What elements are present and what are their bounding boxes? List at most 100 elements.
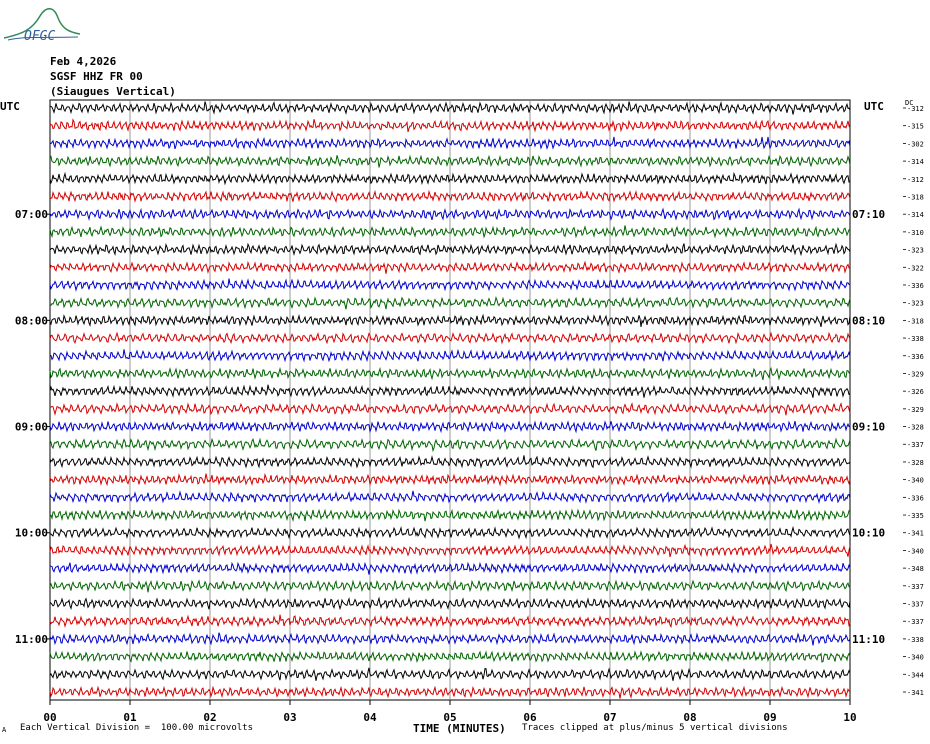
seismic-trace — [50, 402, 851, 416]
seismic-trace — [49, 313, 851, 328]
seismic-trace — [49, 596, 851, 611]
seismic-trace — [49, 650, 851, 663]
seismic-trace — [49, 455, 851, 469]
dc-offset-label: -326 — [907, 388, 924, 396]
x-tick-label: 02 — [203, 711, 216, 724]
x-tick-label: 05 — [443, 711, 456, 724]
hour-label-right: 07:10 — [852, 208, 885, 221]
dc-offset-label: -328 — [907, 424, 924, 432]
dc-offset-label: -341 — [907, 530, 924, 538]
dc-offset-label: -335 — [907, 512, 924, 520]
header-station: SGSF HHZ FR 00 — [50, 70, 143, 83]
dc-offset-label: -312 — [907, 176, 924, 184]
footer-clip-note: Traces clipped at plus/minus 5 vertical … — [522, 723, 788, 733]
dc-offset-label: -302 — [907, 140, 924, 148]
seismic-trace — [49, 579, 851, 593]
footer-division: Each Vertical Division = 100.00 microvol… — [20, 723, 253, 733]
dc-offset-label: -340 — [907, 654, 924, 662]
dc-offset-label: -341 — [907, 689, 924, 697]
seismic-trace — [49, 171, 851, 186]
seismic-trace — [49, 525, 851, 540]
seismic-trace — [49, 472, 851, 487]
dc-offset-label: -340 — [907, 477, 924, 485]
x-tick-label: 07 — [603, 711, 616, 724]
dc-offset-label: -338 — [907, 335, 924, 343]
hour-label-right: 11:10 — [852, 633, 885, 646]
dc-offset-label: -337 — [907, 618, 924, 626]
dc-offset-label: -329 — [907, 406, 924, 414]
x-tick-label: 10 — [843, 711, 856, 724]
dc-offset-label: -318 — [907, 317, 924, 325]
dc-offset-label: -337 — [907, 583, 924, 591]
dc-offset-label: -310 — [907, 229, 924, 237]
seismic-trace — [49, 667, 851, 681]
dc-label: DC — [905, 99, 914, 107]
hour-label-right: 09:10 — [852, 421, 885, 434]
dc-offset-label: -315 — [907, 123, 924, 131]
hour-label-right: 08:10 — [852, 314, 885, 327]
dc-offset-label: -328 — [907, 459, 924, 467]
dc-offset-label: -329 — [907, 370, 924, 378]
x-tick-label: 01 — [123, 711, 137, 724]
dc-offset-label: -348 — [907, 565, 924, 573]
utc-left-label: UTC — [0, 100, 20, 113]
seismic-trace — [49, 278, 851, 292]
dc-offset-label: -337 — [907, 601, 924, 609]
dc-offset-label: -322 — [907, 264, 924, 272]
hour-label-left: 09:00 — [15, 421, 48, 434]
seismic-trace — [49, 296, 851, 310]
dc-offset-label: -314 — [907, 158, 924, 166]
hour-label-right: 10:10 — [852, 527, 885, 540]
seismic-trace — [49, 207, 851, 221]
logo-text: OFGC — [24, 29, 55, 44]
dc-offset-label: -314 — [907, 211, 924, 219]
seismic-trace — [49, 508, 851, 522]
seismic-trace — [49, 242, 851, 257]
utc-right-label: UTC — [864, 100, 884, 113]
seismic-trace — [49, 348, 851, 363]
x-tick-label: 08 — [683, 711, 696, 724]
seismic-trace — [49, 384, 851, 398]
hour-label-left: 08:00 — [15, 314, 48, 327]
hour-label-left: 10:00 — [15, 527, 48, 540]
seismic-trace — [49, 437, 851, 453]
seismic-trace — [49, 420, 851, 434]
x-axis-title: TIME (MINUTES) — [413, 722, 506, 735]
dc-offset-label: -323 — [907, 300, 924, 308]
dc-offset-label: -336 — [907, 494, 924, 502]
x-tick-label: 00 — [43, 711, 56, 724]
x-tick-label: 04 — [363, 711, 377, 724]
x-tick-label: 09 — [763, 711, 776, 724]
dc-offset-label: -338 — [907, 636, 924, 644]
header-date: Feb 4,2026 — [50, 55, 117, 68]
footer-mark: A — [2, 726, 7, 734]
dc-offset-label: -344 — [907, 671, 924, 679]
seismic-trace — [49, 136, 851, 150]
seismic-trace — [49, 331, 851, 345]
mountain-logo-icon: OFGC — [3, 8, 81, 44]
seismic-trace — [49, 225, 851, 239]
dc-offset-label: -337 — [907, 441, 924, 449]
seismic-trace — [49, 118, 851, 133]
seismic-trace — [49, 632, 851, 646]
seismic-trace — [49, 543, 851, 558]
seismic-trace — [50, 101, 851, 115]
dc-offset-label: -336 — [907, 353, 924, 361]
dc-offset-label: -340 — [907, 547, 924, 555]
dc-offset-label: -312 — [907, 105, 924, 113]
x-tick-label: 06 — [523, 711, 537, 724]
dc-offset-label: -318 — [907, 193, 924, 201]
header-location: (Siaugues Vertical) — [50, 85, 176, 98]
seismic-trace — [49, 614, 851, 629]
ofgc-logo: OFGC — [2, 4, 82, 44]
x-tick-label: 03 — [283, 711, 296, 724]
seismic-trace — [49, 490, 851, 505]
hour-label-left: 11:00 — [15, 633, 48, 646]
dc-offset-label: -323 — [907, 247, 924, 255]
seismic-trace — [49, 154, 851, 168]
seismic-trace — [49, 561, 851, 575]
seismic-trace — [49, 685, 850, 699]
dc-offset-label: -336 — [907, 282, 924, 290]
seismic-trace — [49, 260, 851, 275]
